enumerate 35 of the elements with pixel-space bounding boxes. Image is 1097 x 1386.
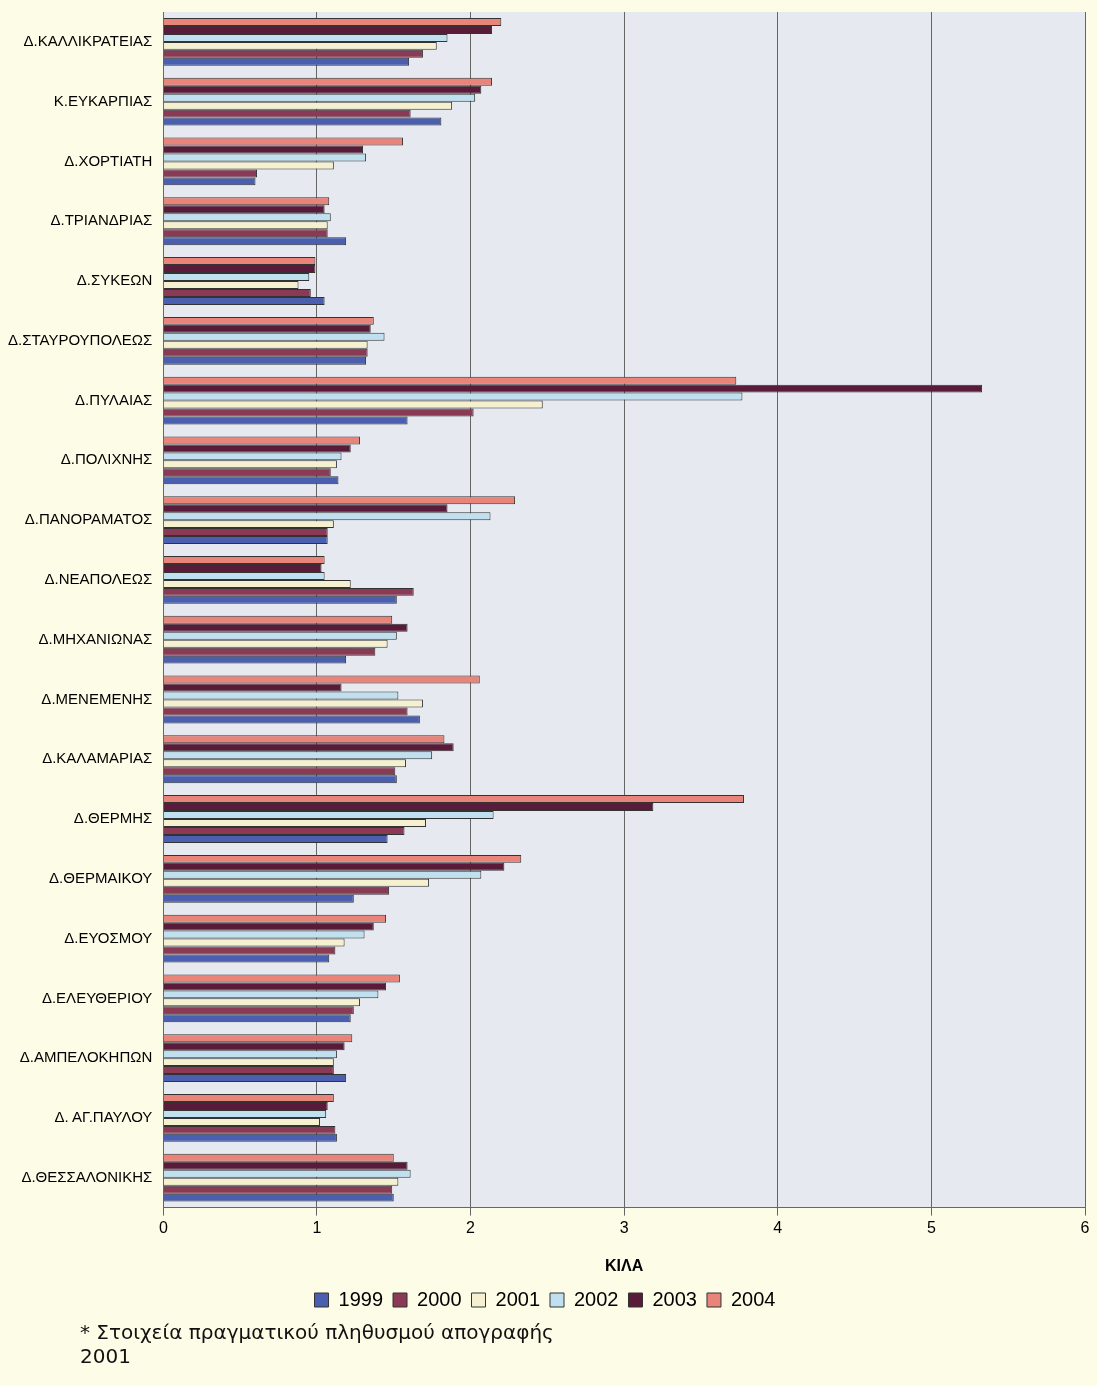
y-tick-label: Δ.ΕΥΟΣΜΟΥ: [64, 928, 153, 946]
y-tick-label: Δ.ΘΕΡΜΗΣ: [73, 809, 153, 827]
text: * Στοιχεία πραγματικού πληθυσμού απογραφής 2001: [80, 1320, 555, 1368]
legend-label: 1999: [338, 1287, 384, 1310]
y-tick-label: Δ.ΜΗΧΑΝΙΩΝΑΣ: [38, 629, 153, 647]
x-tick-label: 3: [619, 1218, 629, 1236]
y-tick-label: Δ.ΜΕΝΕΜΕΝΗΣ: [41, 689, 153, 707]
y-tick-label: Δ.ΠΑΝΟΡΑΜΑΤΟΣ: [24, 510, 153, 528]
x-tick-label: 0: [158, 1218, 168, 1236]
y-tick-label: Κ.ΕΥΚΑΡΠΙΑΣ: [53, 91, 153, 109]
legend-label: 2000: [417, 1287, 462, 1310]
x-tick-label: 6: [1080, 1218, 1090, 1236]
y-tick-label: Δ.ΠΥΛΑΙΑΣ: [74, 390, 153, 408]
y-tick-label: Δ.ΚΑΛΛΙΚΡΑΤΕΙΑΣ: [23, 32, 153, 50]
x-axis-title: ΚΙΛΑ: [605, 1256, 644, 1274]
legend-label: 2002: [574, 1287, 619, 1310]
x-tick-label: 1: [312, 1218, 322, 1236]
y-tick-label: Δ.ΕΛΕΥΘΕΡΙΟΥ: [41, 988, 153, 1006]
x-tick-label: 4: [773, 1218, 783, 1236]
y-tick-label: Δ.ΧΟΡΤΙΑΤΗ: [64, 151, 153, 169]
x-tick-label: 5: [926, 1218, 936, 1236]
y-tick-label: Δ.ΝΕΑΠΟΛΕΩΣ: [44, 570, 153, 588]
legend-label: 2001: [495, 1287, 541, 1310]
y-tick-label: Δ.ΣΥΚΕΩΝ: [76, 271, 153, 289]
y-tick-label: Δ.ΤΡΙΑΝΔΡΙΑΣ: [50, 211, 153, 229]
y-tick-label: Δ.ΘΕΣΣΑΛΟΝΙΚΗΣ: [21, 1167, 153, 1185]
y-tick-label: Δ. ΑΓ.ΠΑΥΛΟΥ: [54, 1108, 153, 1126]
y-tick-label: Δ.ΣΤΑΥΡΟΥΠΟΛΕΩΣ: [7, 330, 153, 348]
x-tick-label: 2: [466, 1218, 476, 1236]
y-tick-label: Δ.ΠΟΛΙΧΝΗΣ: [60, 450, 153, 468]
y-tick-label: Δ.ΚΑΛΑΜΑΡΙΑΣ: [42, 749, 153, 767]
legend-label: 2004: [730, 1287, 776, 1310]
y-tick-label: Δ.ΑΜΠΕΛΟΚΗΠΩΝ: [19, 1048, 153, 1066]
legend-label: 2003: [652, 1287, 697, 1310]
y-tick-label: Δ.ΘΕΡΜΑΙΚΟΥ: [49, 868, 153, 886]
